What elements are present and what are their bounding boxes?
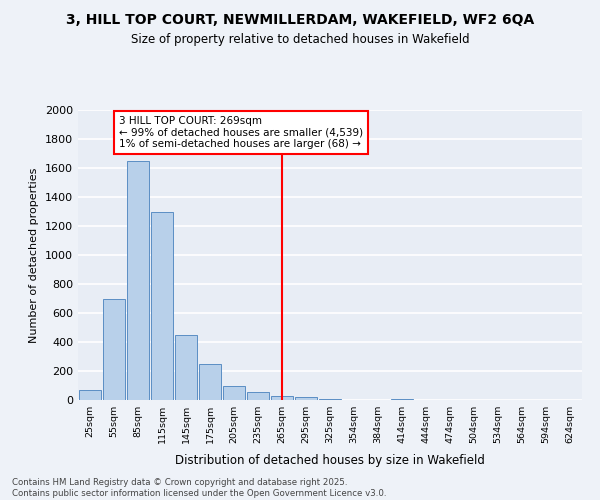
Bar bbox=[175, 335, 197, 400]
Bar bbox=[247, 392, 269, 400]
Text: Contains HM Land Registry data © Crown copyright and database right 2025.
Contai: Contains HM Land Registry data © Crown c… bbox=[12, 478, 386, 498]
Bar bbox=[271, 396, 293, 400]
Bar bbox=[151, 212, 173, 400]
Text: 3 HILL TOP COURT: 269sqm
← 99% of detached houses are smaller (4,539)
1% of semi: 3 HILL TOP COURT: 269sqm ← 99% of detach… bbox=[119, 116, 363, 149]
Bar bbox=[199, 364, 221, 400]
Bar bbox=[79, 390, 101, 400]
Bar bbox=[295, 397, 317, 400]
Bar bbox=[127, 161, 149, 400]
Bar bbox=[391, 398, 413, 400]
Bar bbox=[103, 298, 125, 400]
Bar bbox=[223, 386, 245, 400]
Text: 3, HILL TOP COURT, NEWMILLERDAM, WAKEFIELD, WF2 6QA: 3, HILL TOP COURT, NEWMILLERDAM, WAKEFIE… bbox=[66, 12, 534, 26]
Text: Size of property relative to detached houses in Wakefield: Size of property relative to detached ho… bbox=[131, 32, 469, 46]
X-axis label: Distribution of detached houses by size in Wakefield: Distribution of detached houses by size … bbox=[175, 454, 485, 468]
Bar bbox=[319, 398, 341, 400]
Y-axis label: Number of detached properties: Number of detached properties bbox=[29, 168, 40, 342]
